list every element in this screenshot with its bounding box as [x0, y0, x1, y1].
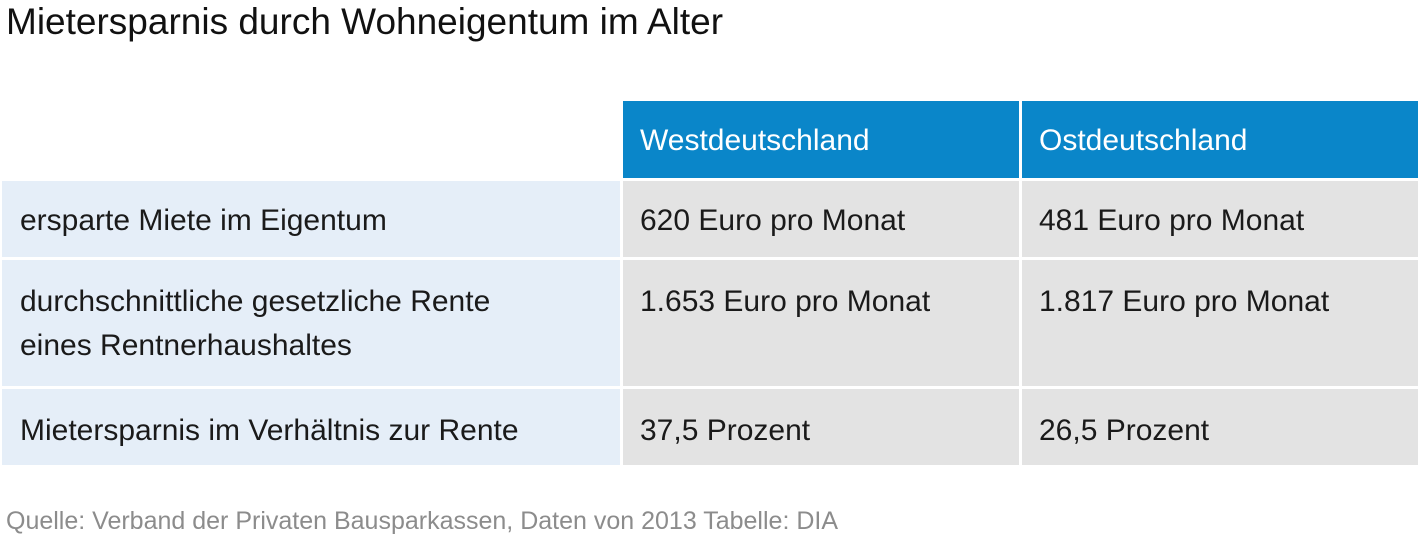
east-value: 26,5 Prozent [1022, 389, 1418, 465]
row-label-line: durchschnittliche gesetzliche Rente [20, 285, 491, 318]
row-label-line: ersparte Miete im Eigentum [20, 204, 387, 237]
header-cell-empty [2, 101, 620, 178]
source-note: Quelle: Verband der Privaten Bausparkass… [6, 507, 839, 535]
west-value: 1.653 Euro pro Monat [623, 260, 1019, 386]
west-value: 620 Euro pro Monat [623, 181, 1019, 257]
row-label: durchschnittliche gesetzliche Rente eine… [2, 260, 620, 386]
east-value: 481 Euro pro Monat [1022, 181, 1418, 257]
table-header-row: Westdeutschland Ostdeutschland [2, 101, 1418, 178]
east-value: 1.817 Euro pro Monat [1022, 260, 1418, 386]
row-label: Mietersparnis im Verhältnis zur Rente [2, 389, 620, 465]
west-value: 37,5 Prozent [623, 389, 1019, 465]
row-label-line: eines Rentnerhaushaltes [20, 329, 352, 362]
table-row: ersparte Miete im Eigentum 620 Euro pro … [2, 181, 1418, 257]
table-row: Mietersparnis im Verhältnis zur Rente 37… [2, 389, 1418, 465]
row-label-line: Mietersparnis im Verhältnis zur Rente [20, 414, 519, 447]
header-cell-westdeutschland: Westdeutschland [623, 101, 1019, 178]
data-table: Westdeutschland Ostdeutschland ersparte … [2, 101, 1418, 468]
header-cell-ostdeutschland: Ostdeutschland [1022, 101, 1418, 178]
table-row: durchschnittliche gesetzliche Rente eine… [2, 260, 1418, 386]
row-label: ersparte Miete im Eigentum [2, 181, 620, 257]
page-title: Mietersparnis durch Wohneigentum im Alte… [6, 1, 724, 42]
